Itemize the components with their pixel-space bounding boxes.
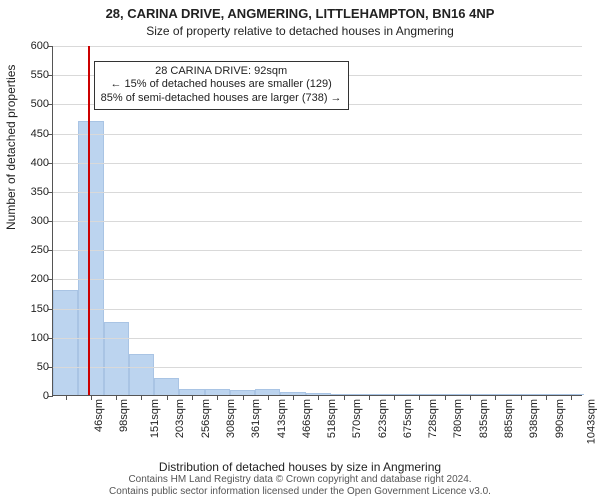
gridline — [53, 279, 582, 280]
x-tick-label: 361sqm — [250, 399, 262, 438]
histogram-bar — [53, 290, 78, 395]
y-tick-label: 350 — [31, 186, 49, 198]
x-tick-label: 623sqm — [377, 399, 389, 438]
y-tick-label: 550 — [31, 69, 49, 81]
x-tick-mark — [243, 395, 244, 400]
x-tick-label: 780sqm — [453, 399, 465, 438]
x-tick-mark — [217, 395, 218, 400]
annotation-line-2: ← 15% of detached houses are smaller (12… — [101, 78, 342, 92]
x-tick-label: 518sqm — [326, 399, 338, 438]
y-tick-label: 600 — [31, 40, 49, 52]
x-tick-label: 46sqm — [93, 399, 105, 432]
gridline — [53, 134, 582, 135]
y-tick-label: 0 — [43, 390, 49, 402]
x-tick-mark — [571, 395, 572, 400]
gridline — [53, 367, 582, 368]
x-tick-mark — [470, 395, 471, 400]
footer-attribution: Contains HM Land Registry data © Crown c… — [0, 474, 600, 497]
y-tick-label: 250 — [31, 244, 49, 256]
x-tick-label: 728sqm — [427, 399, 439, 438]
x-tick-label: 203sqm — [175, 399, 187, 438]
x-tick-label: 835sqm — [478, 399, 490, 438]
gridline — [53, 309, 582, 310]
x-tick-mark — [91, 395, 92, 400]
chart-title: 28, CARINA DRIVE, ANGMERING, LITTLEHAMPT… — [0, 6, 600, 21]
y-axis-label: Number of detached properties — [4, 65, 18, 230]
x-tick-mark — [141, 395, 142, 400]
annotation-line-3: 85% of semi-detached houses are larger (… — [101, 92, 342, 106]
x-tick-mark — [66, 395, 67, 400]
x-tick-mark — [293, 395, 294, 400]
x-tick-label: 413sqm — [276, 399, 288, 438]
x-tick-mark — [268, 395, 269, 400]
x-tick-mark — [167, 395, 168, 400]
footer-line-2: Contains public sector information licen… — [0, 486, 600, 498]
x-tick-mark — [394, 395, 395, 400]
x-tick-label: 675sqm — [402, 399, 414, 438]
plot-area: 05010015020025030035040045050055060046sq… — [52, 46, 582, 396]
x-tick-mark — [521, 395, 522, 400]
x-tick-label: 1043sqm — [585, 399, 597, 444]
gridline — [53, 163, 582, 164]
y-tick-label: 100 — [31, 332, 49, 344]
x-tick-label: 938sqm — [528, 399, 540, 438]
annotation-line-1: 28 CARINA DRIVE: 92sqm — [101, 65, 342, 79]
gridline — [53, 46, 582, 47]
x-tick-label: 466sqm — [301, 399, 313, 438]
y-tick-label: 400 — [31, 157, 49, 169]
y-tick-label: 450 — [31, 128, 49, 140]
gridline — [53, 250, 582, 251]
x-tick-mark — [546, 395, 547, 400]
y-tick-label: 150 — [31, 303, 49, 315]
x-tick-label: 98sqm — [118, 399, 130, 432]
chart-subtitle: Size of property relative to detached ho… — [0, 24, 600, 38]
histogram-bar — [154, 378, 179, 396]
chart-container: 28, CARINA DRIVE, ANGMERING, LITTLEHAMPT… — [0, 0, 600, 500]
x-tick-mark — [369, 395, 370, 400]
x-tick-mark — [116, 395, 117, 400]
footer-line-1: Contains HM Land Registry data © Crown c… — [0, 474, 600, 486]
x-tick-mark — [445, 395, 446, 400]
annotation-box: 28 CARINA DRIVE: 92sqm← 15% of detached … — [94, 61, 349, 110]
x-tick-label: 151sqm — [149, 399, 161, 438]
gridline — [53, 192, 582, 193]
x-tick-mark — [419, 395, 420, 400]
x-tick-label: 256sqm — [200, 399, 212, 438]
x-axis-label: Distribution of detached houses by size … — [0, 460, 600, 474]
x-tick-mark — [344, 395, 345, 400]
x-tick-mark — [192, 395, 193, 400]
y-tick-label: 300 — [31, 215, 49, 227]
x-tick-label: 990sqm — [554, 399, 566, 438]
y-tick-label: 500 — [31, 98, 49, 110]
histogram-bar — [104, 322, 129, 395]
x-tick-label: 570sqm — [352, 399, 364, 438]
x-tick-label: 308sqm — [225, 399, 237, 438]
x-tick-mark — [318, 395, 319, 400]
reference-line — [88, 46, 90, 395]
gridline — [53, 221, 582, 222]
histogram-bar — [129, 354, 154, 395]
x-tick-mark — [495, 395, 496, 400]
y-tick-label: 50 — [37, 361, 49, 373]
gridline — [53, 338, 582, 339]
y-tick-label: 200 — [31, 273, 49, 285]
x-tick-label: 885sqm — [503, 399, 515, 438]
